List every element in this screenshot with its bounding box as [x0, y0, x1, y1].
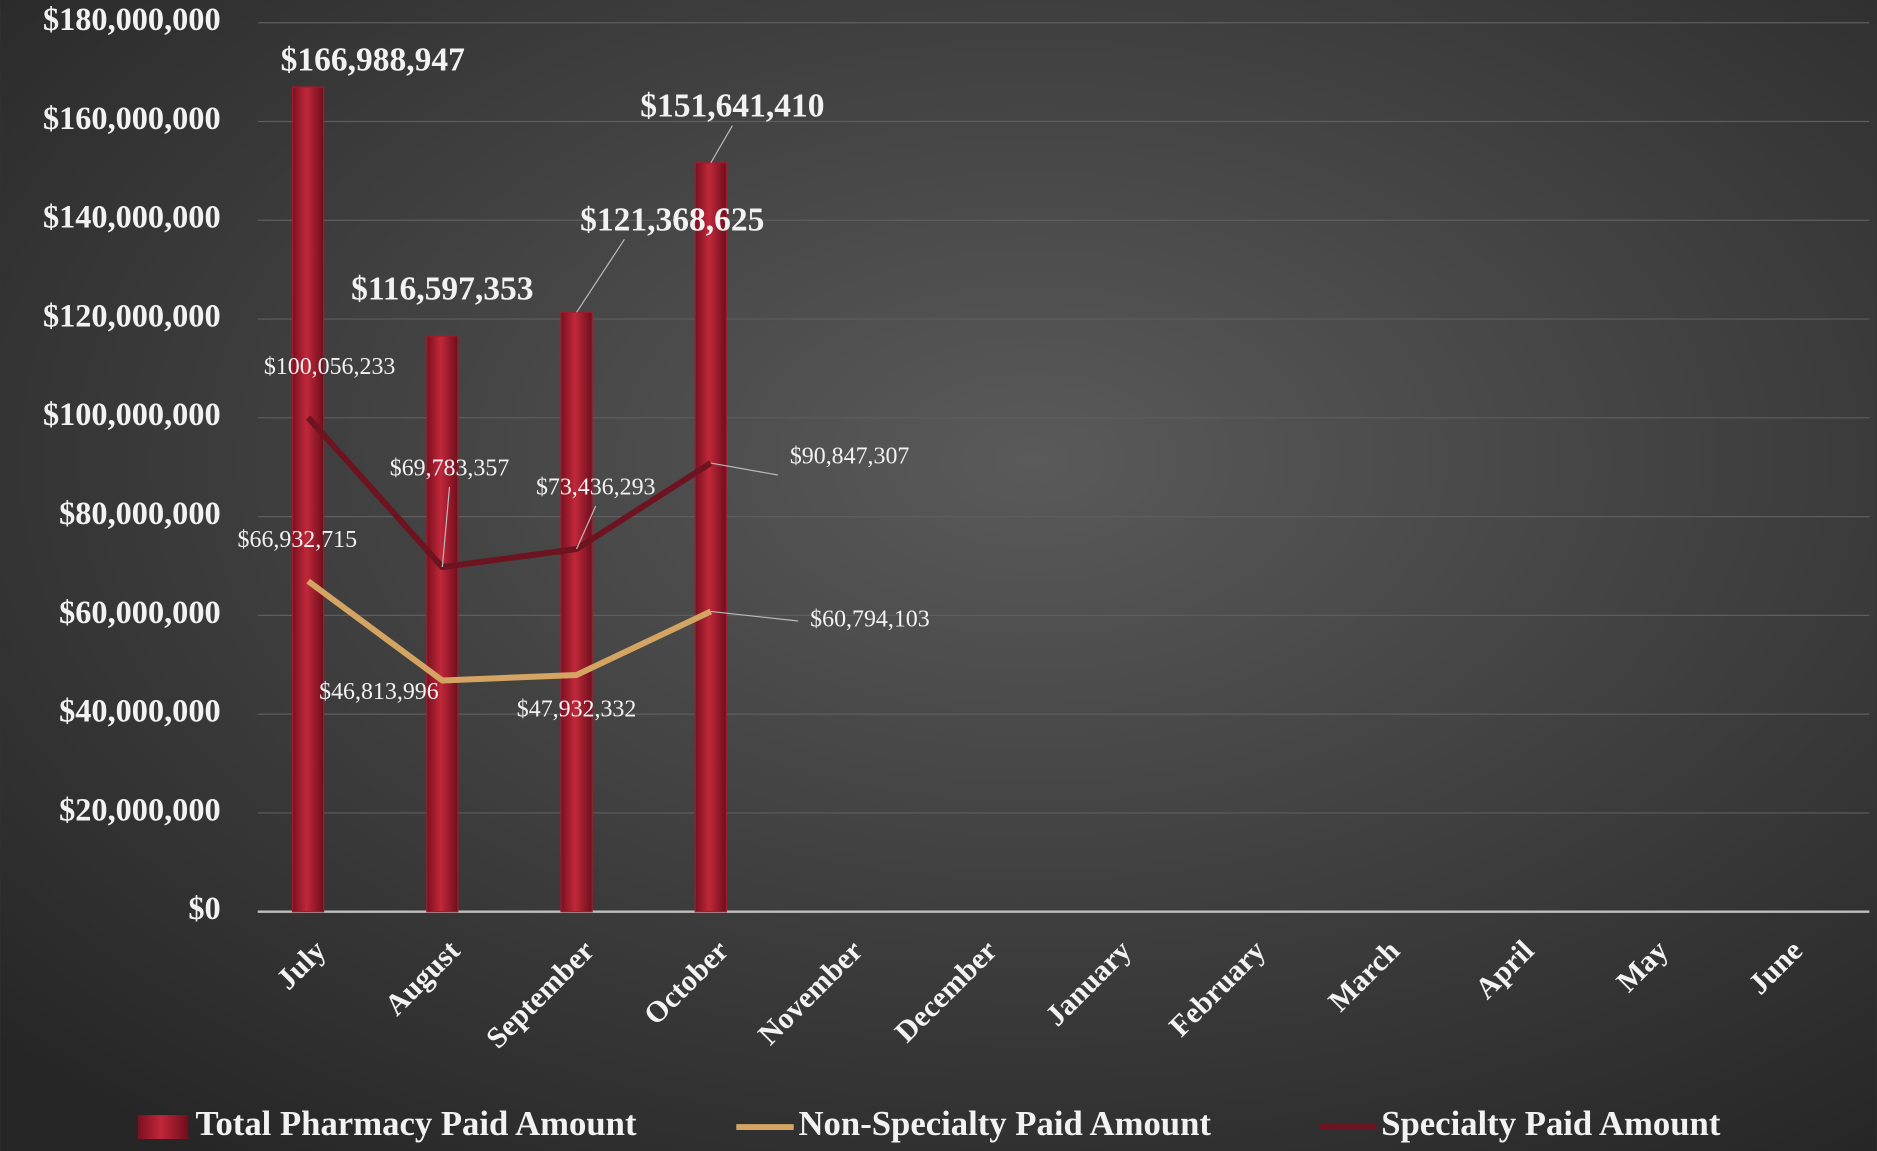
bar	[426, 335, 459, 913]
leader-line	[710, 125, 733, 164]
leader-line	[710, 610, 799, 622]
y-tick-label: $180,000,000	[43, 1, 221, 37]
data-label: $151,641,410	[640, 88, 824, 125]
bar	[291, 86, 325, 913]
legend-swatch	[138, 1115, 189, 1140]
y-tick-label: $120,000,000	[43, 297, 221, 333]
data-label: $100,056,233	[264, 354, 396, 380]
y-tick-label: $0	[188, 890, 220, 926]
legend-label: Non-Specialty Paid Amount	[799, 1104, 1212, 1143]
data-label: $60,794,103	[810, 607, 930, 633]
bar	[694, 162, 727, 913]
y-tick-label: $40,000,000	[59, 693, 220, 729]
y-tick-label: $160,000,000	[43, 100, 221, 136]
data-label: $47,932,332	[517, 696, 637, 722]
data-label: $69,783,357	[390, 456, 510, 482]
data-label: $90,847,307	[790, 444, 910, 470]
bar	[560, 311, 593, 913]
data-label: $46,813,996	[319, 679, 439, 705]
data-label: $66,932,715	[238, 527, 358, 553]
leader-line	[710, 462, 778, 476]
y-tick-label: $20,000,000	[59, 791, 220, 827]
legend-label: Specialty Paid Amount	[1381, 1104, 1721, 1143]
leader-line	[441, 486, 451, 568]
line	[305, 415, 713, 571]
leader-line	[576, 505, 597, 550]
y-tick-label: $100,000,000	[43, 396, 221, 432]
data-label: $116,597,353	[351, 270, 533, 307]
y-tick-label: $60,000,000	[59, 594, 220, 630]
legend-label: Total Pharmacy Paid Amount	[195, 1104, 636, 1143]
y-tick-label: $80,000,000	[59, 495, 220, 531]
data-label: $73,436,293	[536, 475, 656, 501]
line	[306, 578, 713, 684]
data-label: $166,988,947	[281, 42, 465, 79]
y-tick-label: $140,000,000	[43, 199, 221, 235]
data-label: $121,368,625	[580, 201, 764, 238]
leader-line	[576, 238, 625, 313]
